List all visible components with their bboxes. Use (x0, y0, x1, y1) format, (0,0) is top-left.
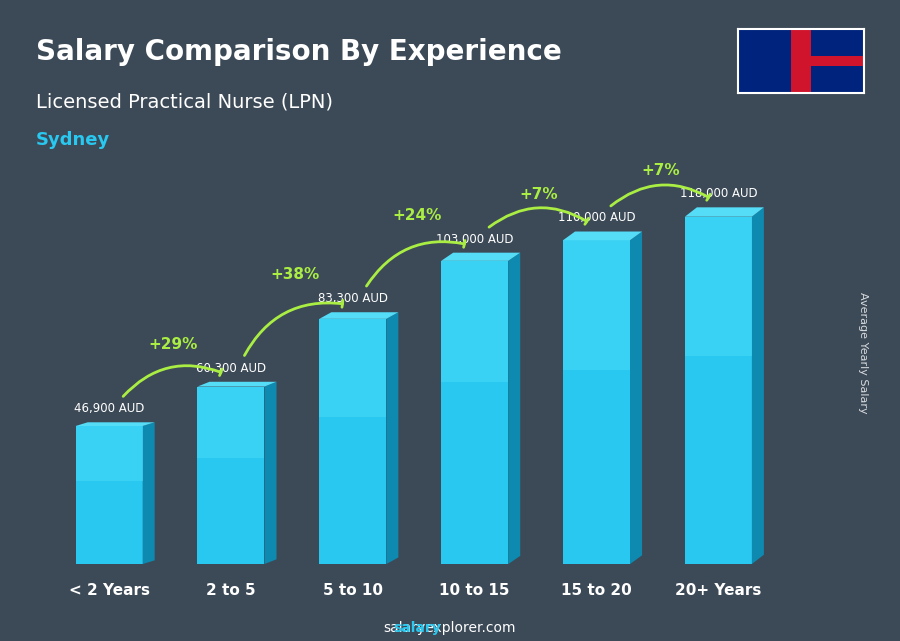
Polygon shape (563, 231, 642, 240)
Text: 103,000 AUD: 103,000 AUD (436, 233, 513, 246)
Text: 110,000 AUD: 110,000 AUD (558, 212, 635, 224)
Polygon shape (752, 207, 764, 564)
Text: Licensed Practical Nurse (LPN): Licensed Practical Nurse (LPN) (36, 93, 333, 112)
Text: salary: salary (392, 620, 441, 635)
Polygon shape (320, 312, 399, 319)
Polygon shape (197, 387, 265, 458)
Polygon shape (197, 387, 265, 564)
Text: Sydney: Sydney (36, 131, 110, 149)
Polygon shape (685, 207, 764, 217)
Bar (738, 29, 801, 93)
Polygon shape (685, 217, 752, 356)
Polygon shape (76, 426, 142, 564)
Text: 46,900 AUD: 46,900 AUD (74, 402, 144, 415)
Polygon shape (630, 231, 642, 564)
Text: +29%: +29% (148, 337, 198, 352)
Polygon shape (441, 261, 508, 382)
Polygon shape (563, 240, 630, 370)
Text: +7%: +7% (519, 187, 558, 202)
Polygon shape (386, 312, 399, 564)
Polygon shape (76, 426, 142, 481)
Bar (738, 56, 864, 66)
Text: 60,300 AUD: 60,300 AUD (196, 362, 266, 374)
Text: Average Yearly Salary: Average Yearly Salary (859, 292, 868, 413)
Text: +24%: +24% (392, 208, 442, 223)
Polygon shape (563, 240, 630, 564)
Polygon shape (197, 382, 276, 387)
Text: +38%: +38% (270, 267, 320, 283)
Text: salaryexplorer.com: salaryexplorer.com (383, 620, 517, 635)
Text: Salary Comparison By Experience: Salary Comparison By Experience (36, 38, 562, 67)
Polygon shape (441, 253, 520, 261)
Text: 83,300 AUD: 83,300 AUD (318, 292, 388, 305)
Polygon shape (508, 253, 520, 564)
Polygon shape (320, 319, 386, 564)
Text: +7%: +7% (641, 163, 680, 178)
Bar (791, 29, 811, 93)
Polygon shape (320, 319, 386, 417)
Text: 118,000 AUD: 118,000 AUD (680, 187, 757, 200)
Polygon shape (441, 261, 508, 564)
Polygon shape (142, 422, 155, 564)
Polygon shape (685, 217, 752, 564)
Polygon shape (265, 382, 276, 564)
Polygon shape (76, 422, 155, 426)
